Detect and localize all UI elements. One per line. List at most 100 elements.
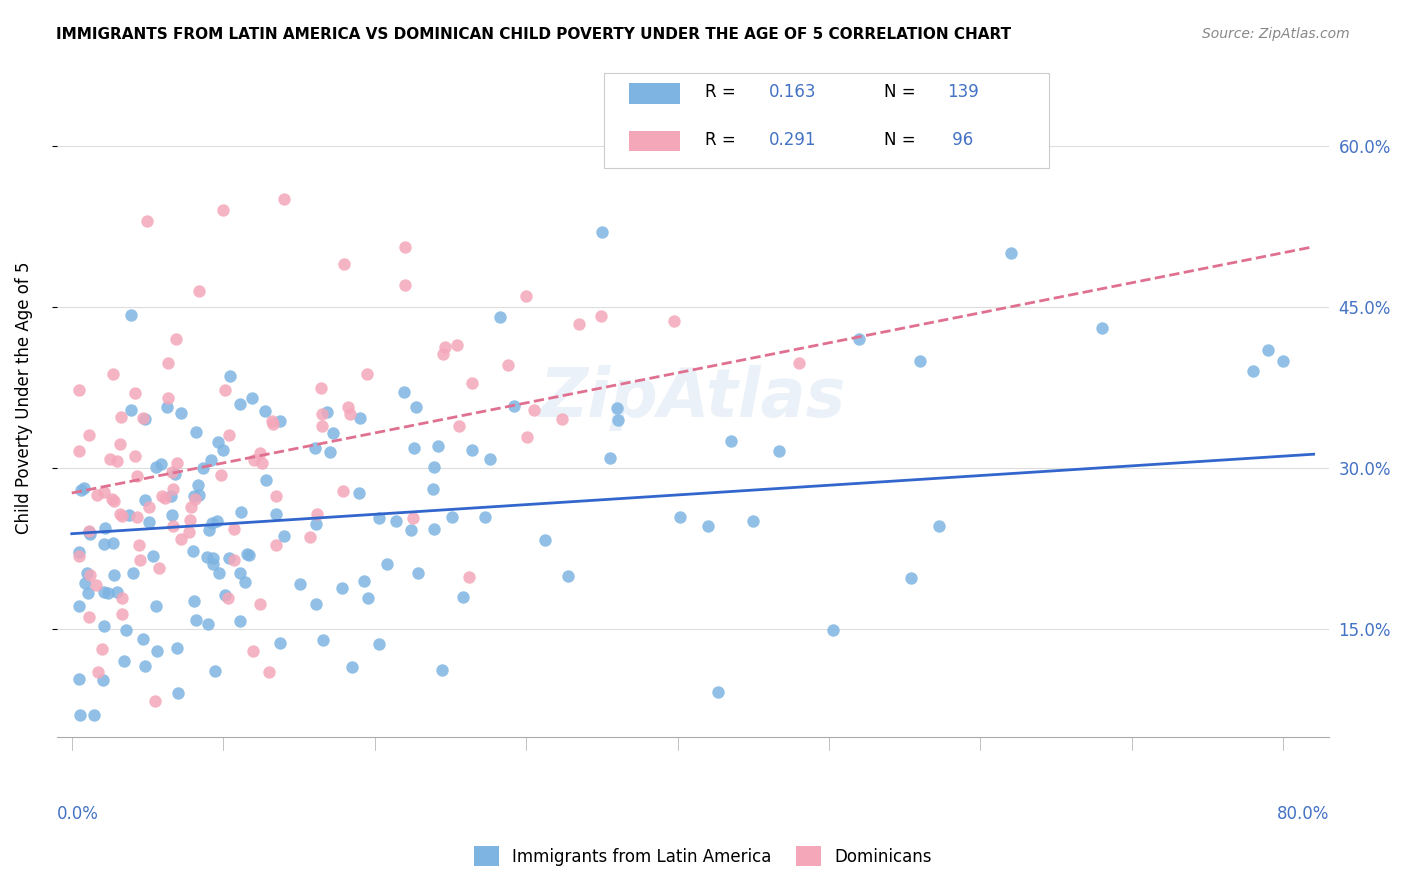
Point <box>319 444 342 458</box>
Point <box>166 456 188 470</box>
Point <box>305 517 328 532</box>
Point <box>441 510 464 524</box>
Point <box>218 427 240 442</box>
Point <box>160 508 183 522</box>
Point <box>606 413 628 427</box>
Point <box>101 491 124 506</box>
Point <box>162 519 184 533</box>
Point <box>406 566 429 581</box>
Point <box>332 483 354 498</box>
Point <box>332 581 354 595</box>
Text: Source: ZipAtlas.com: Source: ZipAtlas.com <box>1202 27 1350 41</box>
Point <box>1272 353 1295 368</box>
Point <box>214 588 236 602</box>
Point <box>120 309 142 323</box>
Point <box>134 492 156 507</box>
Point <box>84 577 107 591</box>
Point <box>121 566 143 580</box>
Point <box>188 284 211 298</box>
Point <box>183 489 205 503</box>
Point <box>304 442 326 456</box>
Point <box>67 443 90 458</box>
Text: 139: 139 <box>948 83 979 101</box>
Point <box>165 467 187 482</box>
Point <box>367 511 389 525</box>
Point <box>187 488 209 502</box>
Point <box>86 488 108 502</box>
Point <box>557 569 579 583</box>
Point <box>457 569 479 583</box>
Point <box>138 500 160 514</box>
Point <box>179 513 201 527</box>
Point <box>166 641 188 656</box>
Point <box>127 510 149 524</box>
Point <box>70 483 93 497</box>
Point <box>112 654 135 668</box>
Point <box>707 685 730 699</box>
Point <box>128 538 150 552</box>
Point <box>120 403 142 417</box>
Text: 0.163: 0.163 <box>769 83 817 101</box>
Point <box>97 586 120 600</box>
Point <box>399 523 422 537</box>
Point <box>908 353 931 368</box>
Point <box>79 568 101 582</box>
Point <box>156 401 179 415</box>
Point <box>342 660 364 674</box>
Point <box>218 551 240 566</box>
Bar <box>628 131 681 151</box>
Point <box>229 505 252 519</box>
Point <box>900 571 922 585</box>
Point <box>103 568 125 582</box>
Point <box>599 451 621 466</box>
Point <box>311 408 333 422</box>
Point <box>589 309 612 323</box>
Point <box>269 414 291 428</box>
Point <box>496 358 519 372</box>
Point <box>257 665 280 680</box>
Point <box>242 453 264 467</box>
Point <box>848 332 870 346</box>
Legend: Immigrants from Latin America, Dominicans: Immigrants from Latin America, Dominican… <box>465 838 941 875</box>
Point <box>125 469 148 483</box>
Point <box>165 332 187 346</box>
Point <box>233 574 256 589</box>
Point <box>446 338 468 352</box>
Point <box>273 529 295 543</box>
Point <box>111 591 134 605</box>
Point <box>183 593 205 607</box>
Point <box>768 444 790 458</box>
Point <box>339 407 361 421</box>
Point <box>205 514 228 528</box>
Point <box>69 708 91 723</box>
Point <box>229 614 252 628</box>
Text: N =: N = <box>883 83 921 101</box>
Point <box>138 515 160 529</box>
Point <box>222 552 245 566</box>
Point <box>385 514 408 528</box>
Point <box>249 597 271 611</box>
Point <box>254 473 277 487</box>
Point <box>242 644 264 658</box>
Point <box>118 508 141 523</box>
Point <box>606 401 628 416</box>
Point <box>103 494 125 508</box>
Bar <box>628 83 681 103</box>
Point <box>322 425 344 440</box>
Point <box>146 643 169 657</box>
Point <box>110 437 132 451</box>
Point <box>432 347 454 361</box>
Point <box>430 663 453 677</box>
Point <box>461 442 484 457</box>
Point <box>132 410 155 425</box>
Point <box>187 478 209 492</box>
Point <box>153 491 176 505</box>
Point <box>77 524 100 538</box>
Point <box>67 384 90 398</box>
Point <box>79 609 101 624</box>
Point <box>290 577 312 591</box>
Point <box>209 468 232 483</box>
Point <box>264 507 287 521</box>
Point <box>76 566 98 580</box>
Point <box>551 412 574 426</box>
